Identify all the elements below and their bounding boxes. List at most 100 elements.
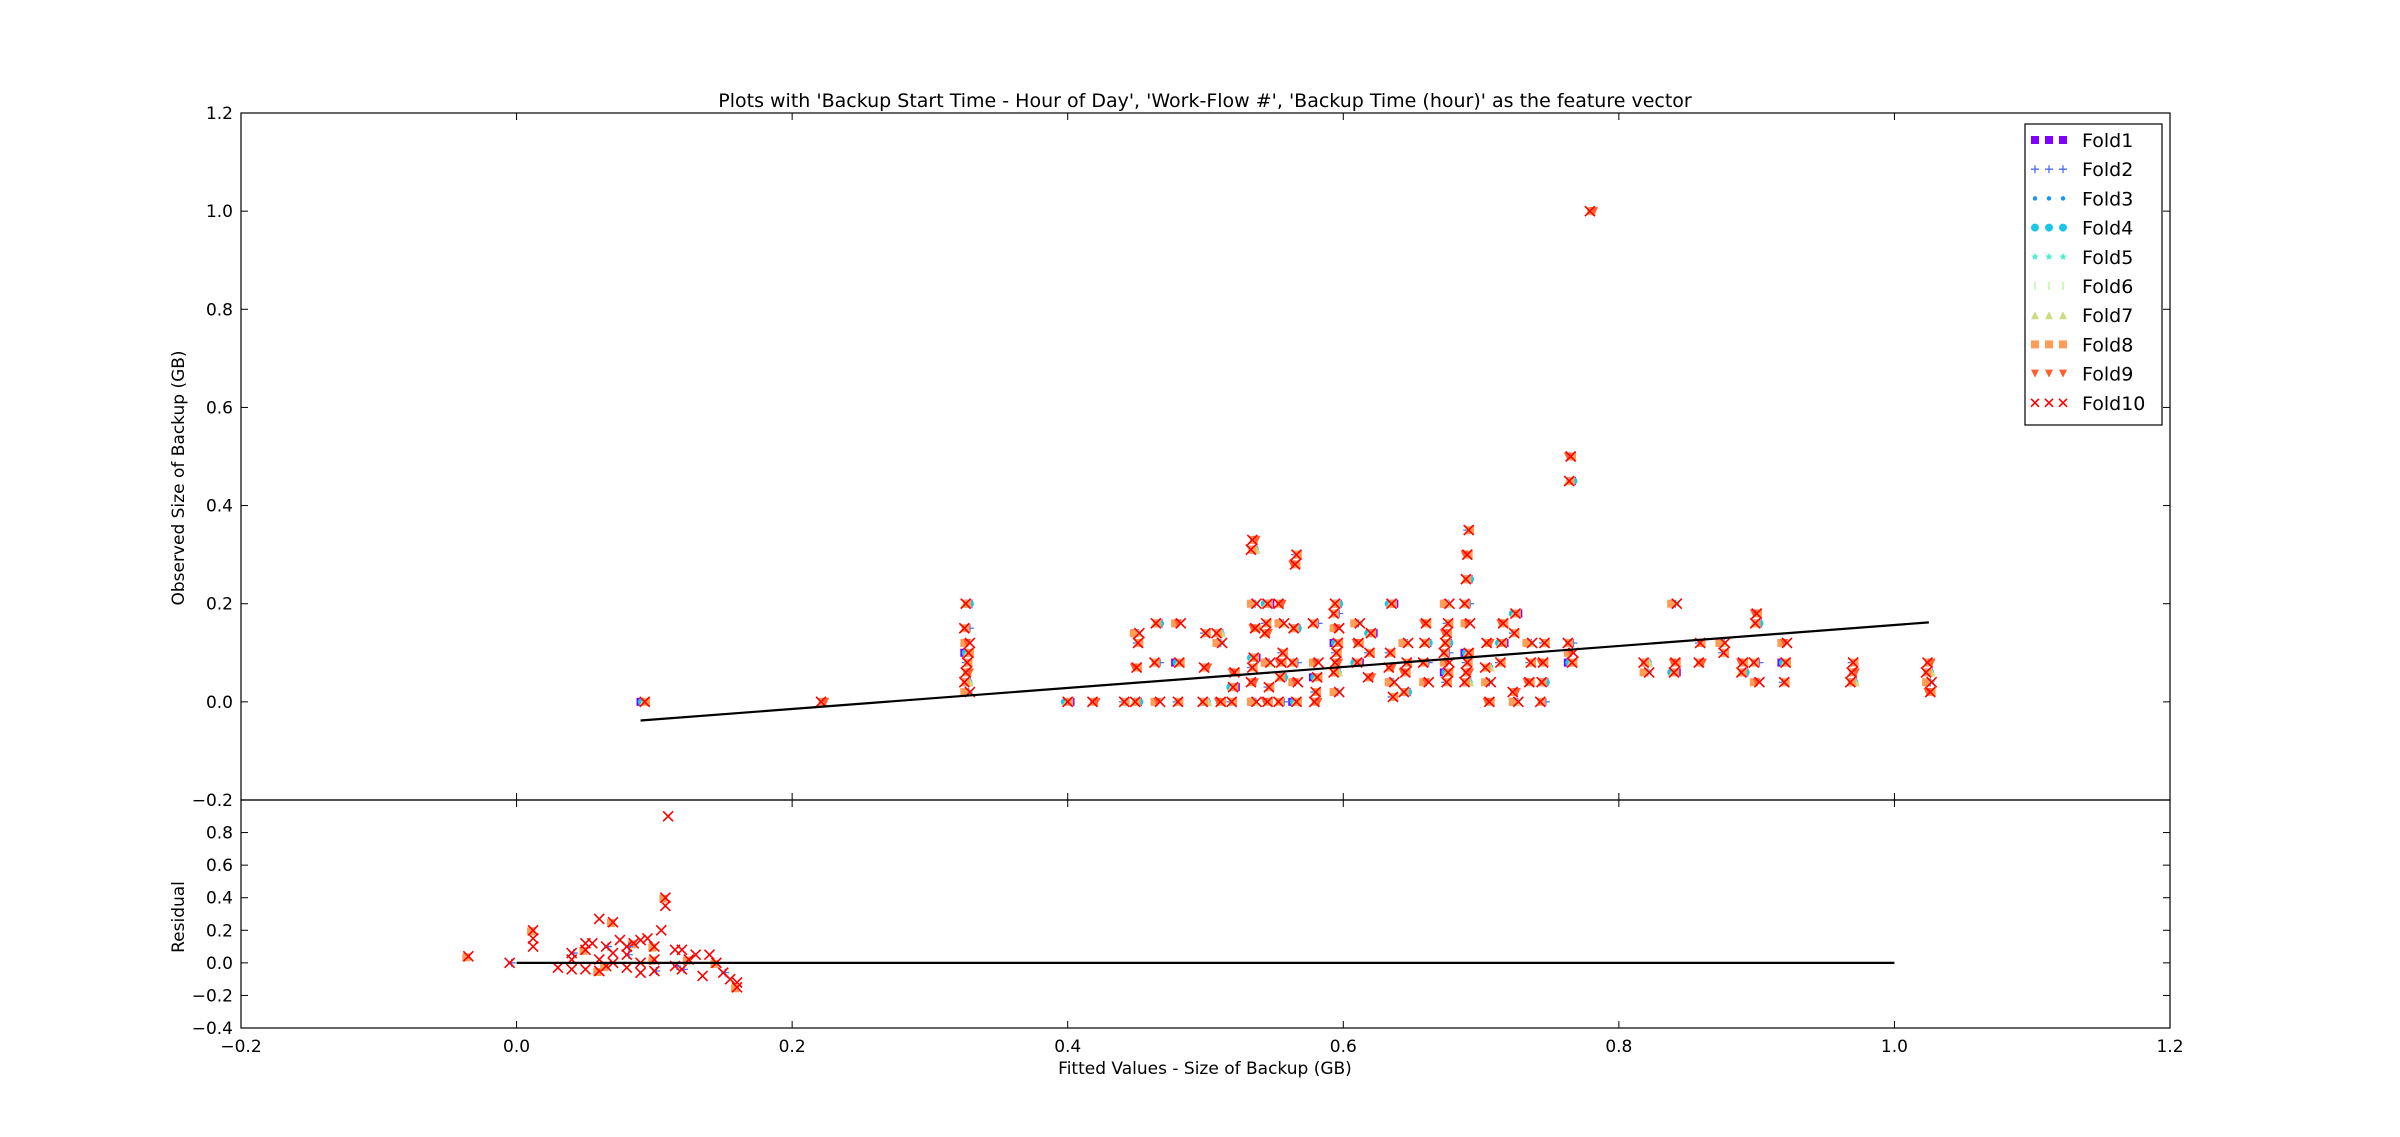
data-point: [958, 622, 970, 634]
data-point: [1198, 661, 1210, 674]
data-point: [1229, 697, 1238, 706]
y-tick-label: 0.4: [206, 497, 233, 517]
data-point: [1458, 676, 1471, 688]
data-point: [1418, 637, 1431, 649]
data-point: [1264, 697, 1273, 706]
data-point: [1461, 678, 1470, 687]
data-point: [1062, 696, 1074, 708]
data-point: [1566, 657, 1578, 669]
data-point: [1262, 629, 1271, 638]
data-point: [1366, 648, 1375, 657]
data-point: [1154, 696, 1166, 708]
data-point: [1511, 629, 1520, 638]
data-point: [964, 658, 973, 667]
residual-point: [593, 913, 605, 925]
data-point: [1536, 676, 1548, 688]
data-point: [1417, 657, 1429, 669]
legend-marker: [2031, 340, 2039, 349]
data-point: [1213, 697, 1222, 706]
data-point: [1669, 657, 1681, 669]
data-point: [1212, 638, 1221, 647]
legend-marker: [2045, 340, 2053, 349]
data-point: [1330, 609, 1339, 618]
data-point: [1668, 666, 1680, 678]
data-point: [1252, 624, 1261, 633]
data-point: [1291, 678, 1300, 687]
data-point: [1333, 686, 1345, 698]
data-point: [1438, 647, 1450, 659]
data-point: [1153, 697, 1162, 706]
data-point: [1483, 638, 1492, 647]
data-point: [1171, 619, 1180, 628]
data-point: [1249, 663, 1258, 672]
data-point: [1272, 696, 1285, 708]
data-point: [1671, 598, 1683, 610]
data-point: [1250, 696, 1263, 708]
residual-point: [607, 947, 619, 959]
legend-marker: [2059, 311, 2067, 320]
legend-marker: [2045, 223, 2053, 232]
legend-marker: [2031, 369, 2039, 378]
data-point: [1201, 663, 1210, 672]
legend-marker: [2031, 165, 2039, 174]
data-point: [1398, 668, 1407, 677]
y-tick-label: 0.8: [206, 300, 233, 320]
data-point: [1538, 637, 1551, 649]
data-point: [1508, 627, 1520, 639]
data-point: [1445, 619, 1454, 628]
data-point: [1384, 678, 1393, 687]
data-point: [1329, 688, 1338, 697]
data-point: [1523, 676, 1535, 688]
x-tick-label: 0.2: [779, 1037, 806, 1057]
data-point: [1384, 647, 1396, 659]
data-point: [1402, 668, 1411, 677]
residual-point: [635, 934, 647, 946]
legend-label: Fold7: [2082, 305, 2133, 327]
data-point: [1333, 622, 1345, 634]
data-point: [1638, 657, 1650, 669]
data-point: [1850, 658, 1859, 667]
data-point: [1749, 609, 1758, 618]
y-axis-label: Observed Size of Backup (GB): [169, 350, 189, 605]
data-point: [1780, 657, 1792, 669]
residual-point: [731, 981, 743, 993]
data-point: [1261, 696, 1274, 708]
data-point: [1118, 696, 1130, 708]
residual-point: [579, 937, 592, 949]
data-point: [1569, 658, 1578, 667]
data-point: [1129, 629, 1138, 638]
data-point: [1176, 658, 1185, 667]
data-point: [1754, 609, 1763, 618]
data-point: [1266, 683, 1275, 692]
x-axis-label: Fitted Values - Size of Backup (GB): [1058, 1059, 1352, 1079]
residual-point: [655, 924, 667, 936]
residual-point: [621, 949, 633, 961]
data-point: [1290, 696, 1303, 708]
data-point: [1275, 657, 1287, 669]
data-point: [1288, 560, 1297, 569]
data-point: [1921, 657, 1934, 669]
data-point: [963, 638, 972, 647]
data-point: [1693, 657, 1705, 669]
data-point: [1231, 668, 1240, 677]
residual-point: [648, 965, 660, 977]
data-point: [1210, 627, 1223, 639]
data-point: [1260, 697, 1269, 706]
data-point: [1133, 627, 1145, 639]
data-point: [1332, 599, 1341, 608]
residual-point: [724, 973, 736, 985]
data-point: [961, 624, 970, 633]
data-point: [1481, 678, 1490, 687]
data-point: [962, 647, 975, 659]
data-point: [1419, 619, 1428, 628]
data-point: [1539, 678, 1548, 687]
data-point: [1131, 661, 1143, 674]
data-point: [1421, 678, 1430, 687]
data-point: [1740, 658, 1749, 667]
data-point: [1134, 663, 1143, 672]
data-point: [1230, 683, 1239, 692]
legend-label: Fold5: [2082, 247, 2133, 269]
data-point: [1261, 598, 1274, 610]
data-point: [1129, 696, 1141, 708]
data-point: [818, 697, 827, 706]
